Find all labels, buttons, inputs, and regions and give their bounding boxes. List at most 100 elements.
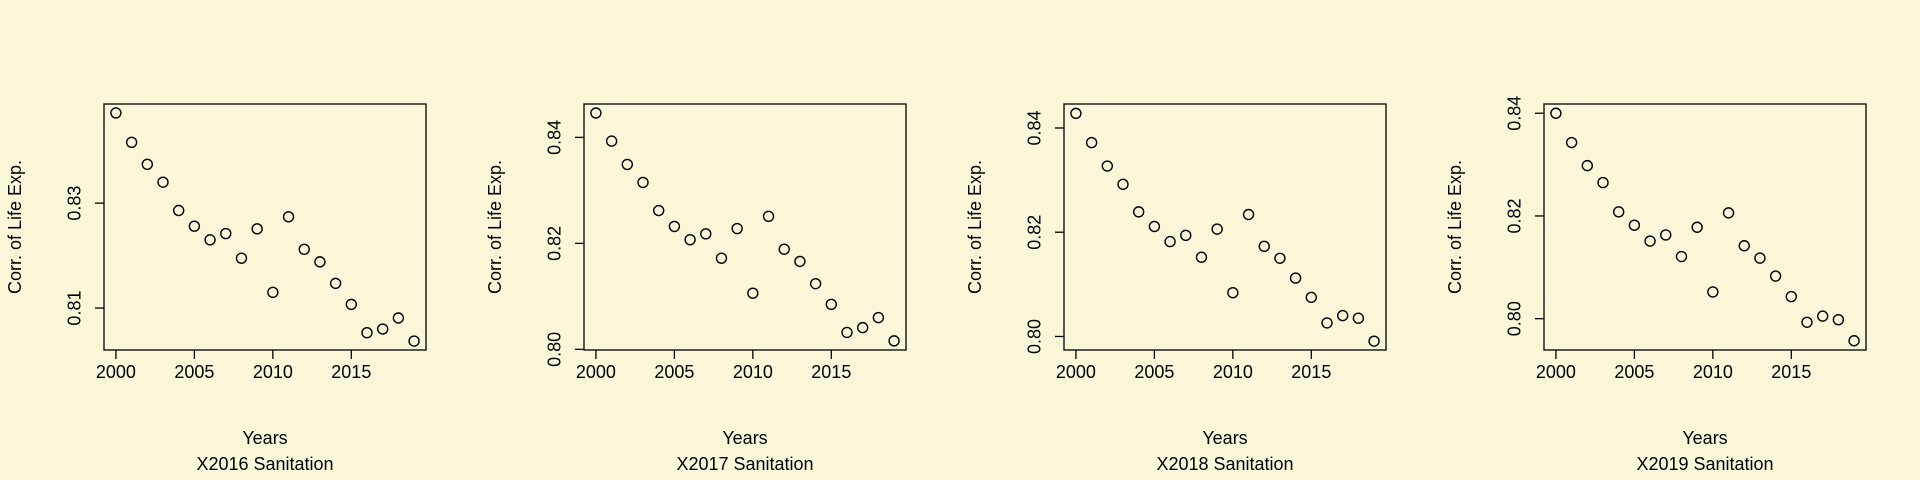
y-axis-label: Corr. of Life Exp. [965, 160, 985, 294]
x-axis-label: Years [242, 428, 287, 448]
point [361, 326, 373, 339]
x-tick-label: 2010 [733, 362, 773, 382]
x-tick-label: 2000 [96, 362, 136, 382]
x-tick-label: 2010 [1213, 362, 1253, 382]
point [1565, 136, 1578, 149]
point [778, 243, 790, 255]
point [157, 176, 169, 188]
x-tick-label: 2015 [331, 362, 371, 382]
point [605, 135, 618, 147]
point [747, 287, 759, 299]
point [172, 204, 185, 217]
point [110, 107, 122, 119]
point [809, 277, 822, 290]
point [668, 220, 681, 233]
x-tick-label: 2005 [174, 362, 214, 382]
point [1070, 107, 1082, 120]
y-axis-label: Corr. of Life Exp. [1445, 160, 1465, 294]
point [762, 210, 775, 223]
point [1722, 207, 1735, 219]
point [637, 176, 649, 189]
point [1117, 178, 1129, 190]
point [1336, 309, 1349, 322]
point [1581, 159, 1594, 172]
y-tick-label: 0.82 [1025, 215, 1045, 250]
point [1644, 235, 1656, 247]
point [1085, 136, 1098, 149]
point [235, 252, 248, 264]
x-tick-label: 2015 [1291, 362, 1331, 382]
point [1754, 252, 1766, 264]
point [590, 107, 602, 119]
point [700, 228, 712, 240]
x-tick-label: 2010 [253, 362, 293, 382]
point [794, 255, 806, 268]
point [1707, 286, 1719, 298]
y-tick-label: 0.81 [65, 291, 85, 326]
point [1769, 270, 1782, 282]
y-axis-label: Corr. of Life Exp. [485, 160, 505, 294]
y-tick-label: 0.80 [1505, 301, 1525, 336]
x-tick-label: 2000 [576, 362, 616, 382]
x-tick-label: 2005 [1614, 362, 1654, 382]
point [684, 233, 696, 246]
point [888, 335, 900, 347]
x-tick-label: 2000 [1056, 362, 1096, 382]
point [1832, 313, 1845, 326]
point [1848, 335, 1860, 347]
point [1180, 229, 1192, 242]
y-tick-label: 0.84 [1025, 110, 1045, 145]
point [1258, 240, 1270, 252]
point [1597, 176, 1609, 189]
x-axis-label: Years [722, 428, 767, 448]
point [1675, 250, 1688, 263]
point [1785, 290, 1798, 303]
plot-box [1543, 103, 1867, 351]
point [731, 222, 743, 235]
point [329, 277, 342, 290]
y-axis-label: Corr. of Life Exp. [5, 160, 25, 294]
y-tick-label: 0.80 [1025, 319, 1045, 354]
point [125, 136, 138, 148]
point [392, 312, 405, 324]
point [841, 326, 853, 339]
point [1352, 312, 1365, 324]
point [408, 335, 420, 347]
point [1227, 286, 1239, 299]
point [1289, 272, 1302, 284]
point [856, 321, 869, 334]
point [825, 298, 838, 311]
point [345, 298, 358, 311]
plot-box [1063, 103, 1387, 351]
point [376, 323, 389, 335]
point [1550, 107, 1562, 119]
point [298, 243, 310, 255]
x-tick-label: 2005 [1134, 362, 1174, 382]
point [1368, 335, 1380, 347]
x-tick-label: 2010 [1693, 362, 1733, 382]
point [314, 256, 326, 268]
x-axis-label: Years [1682, 428, 1727, 448]
point [1801, 316, 1813, 328]
x-tick-label: 2015 [811, 362, 851, 382]
x-tick-label: 2005 [654, 362, 694, 382]
chart-title: X2019 Sanitation [1636, 454, 1773, 474]
point [1612, 206, 1625, 218]
point [1164, 235, 1176, 248]
x-tick-label: 2000 [1536, 362, 1576, 382]
point [1738, 240, 1750, 252]
y-tick-label: 0.84 [1505, 96, 1525, 131]
point [1691, 221, 1703, 233]
point [251, 223, 263, 235]
point [282, 211, 295, 223]
y-tick-label: 0.80 [545, 332, 565, 367]
plot-box [103, 103, 427, 351]
point [1816, 310, 1829, 322]
point [1195, 251, 1208, 263]
point [204, 234, 216, 246]
point [1628, 219, 1641, 231]
y-tick-label: 0.82 [545, 226, 565, 261]
point [1242, 208, 1255, 221]
point [715, 252, 728, 264]
